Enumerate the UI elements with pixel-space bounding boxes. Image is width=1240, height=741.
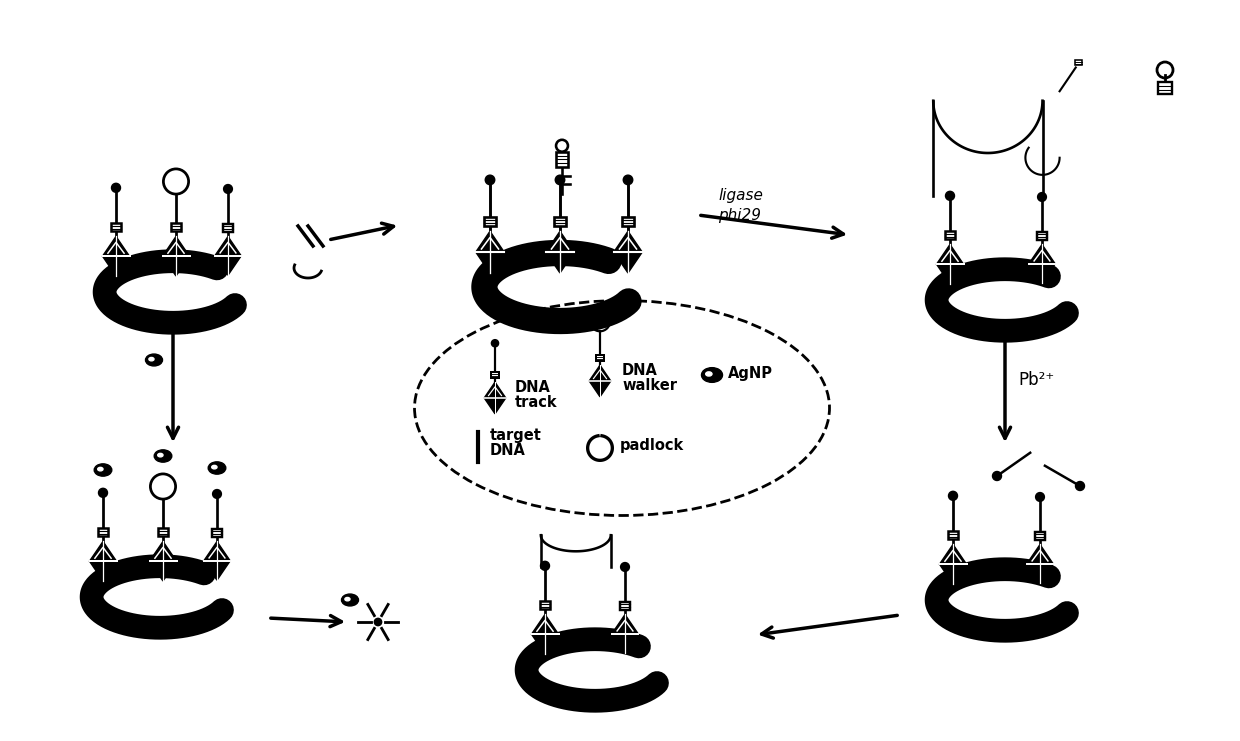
Circle shape <box>945 191 955 200</box>
Ellipse shape <box>341 594 358 606</box>
Bar <box>157 528 169 536</box>
Polygon shape <box>532 614 558 654</box>
Bar <box>556 152 568 167</box>
Polygon shape <box>546 231 574 273</box>
Ellipse shape <box>154 450 172 462</box>
Polygon shape <box>215 236 242 275</box>
Bar <box>223 224 233 232</box>
Bar <box>485 217 496 226</box>
Circle shape <box>112 183 120 193</box>
Circle shape <box>992 471 1002 480</box>
Bar <box>945 231 955 239</box>
Ellipse shape <box>345 597 350 601</box>
Text: Pb²⁺: Pb²⁺ <box>1018 371 1054 389</box>
Polygon shape <box>476 231 505 273</box>
Circle shape <box>1075 482 1085 491</box>
Polygon shape <box>936 245 963 284</box>
Circle shape <box>212 490 222 499</box>
Text: AgNP: AgNP <box>728 366 773 381</box>
Circle shape <box>374 618 382 625</box>
Circle shape <box>1035 493 1044 502</box>
Polygon shape <box>1029 245 1055 283</box>
Bar <box>1075 60 1083 65</box>
Polygon shape <box>589 365 611 396</box>
Bar <box>110 223 122 231</box>
Polygon shape <box>484 382 506 413</box>
Polygon shape <box>1027 545 1053 583</box>
Bar <box>1037 232 1048 239</box>
Text: DNA: DNA <box>622 363 658 378</box>
Polygon shape <box>89 542 117 581</box>
Polygon shape <box>150 542 176 581</box>
Bar <box>947 531 959 539</box>
Ellipse shape <box>414 301 830 516</box>
Circle shape <box>624 175 632 185</box>
Ellipse shape <box>98 468 103 471</box>
Ellipse shape <box>702 368 723 382</box>
Text: padlock: padlock <box>620 438 684 453</box>
Ellipse shape <box>145 354 162 366</box>
Ellipse shape <box>706 372 712 376</box>
Bar <box>539 602 551 609</box>
Circle shape <box>485 175 495 185</box>
Circle shape <box>541 561 549 571</box>
Circle shape <box>620 562 630 571</box>
Bar <box>491 372 500 378</box>
Circle shape <box>949 491 957 500</box>
Polygon shape <box>940 545 966 584</box>
Bar <box>98 528 108 536</box>
Text: phi29: phi29 <box>718 208 761 223</box>
Bar <box>171 223 181 231</box>
Circle shape <box>1038 193 1047 202</box>
Bar <box>554 217 565 226</box>
Bar <box>1034 532 1045 539</box>
Polygon shape <box>611 614 639 654</box>
Polygon shape <box>614 231 642 273</box>
Ellipse shape <box>149 357 154 361</box>
Bar <box>620 602 630 610</box>
Polygon shape <box>103 236 129 276</box>
Polygon shape <box>162 236 190 276</box>
Text: DNA: DNA <box>490 443 526 458</box>
Polygon shape <box>203 542 231 580</box>
Bar <box>1158 82 1172 93</box>
Text: DNA: DNA <box>515 380 551 395</box>
Bar <box>212 529 222 536</box>
Text: track: track <box>515 395 558 410</box>
Circle shape <box>491 339 498 347</box>
Ellipse shape <box>94 464 112 476</box>
Ellipse shape <box>208 462 226 474</box>
Ellipse shape <box>212 465 217 469</box>
Ellipse shape <box>157 453 162 457</box>
Circle shape <box>556 175 564 185</box>
Text: ligase: ligase <box>718 188 763 203</box>
Bar <box>622 217 634 226</box>
Text: target: target <box>490 428 542 443</box>
Circle shape <box>98 488 108 497</box>
Text: walker: walker <box>622 378 677 393</box>
Bar <box>595 355 604 361</box>
Circle shape <box>223 185 232 193</box>
